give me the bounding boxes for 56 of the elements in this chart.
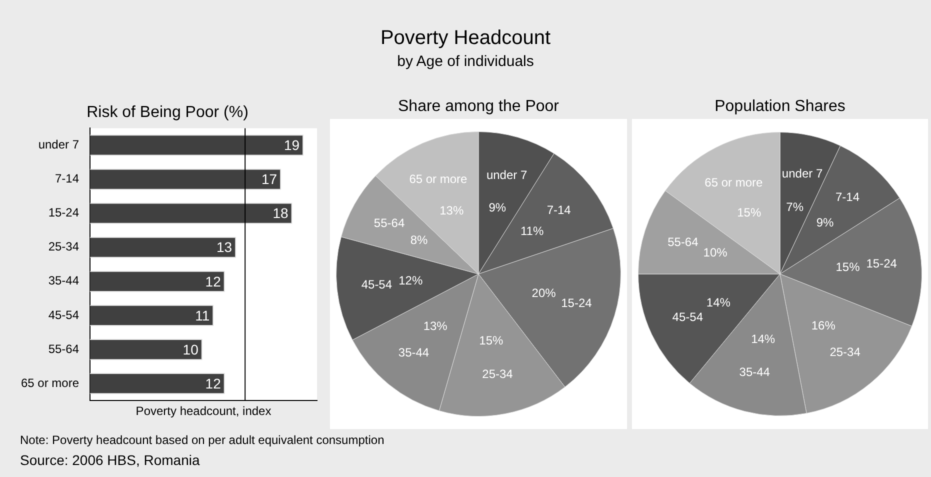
data-label: 12% [398, 274, 423, 288]
y-tick-label: 65 or more [20, 376, 80, 390]
data-label: 8% [410, 232, 428, 247]
slice-label: 65 or more [409, 172, 468, 186]
chart-title: Share among the Poor [397, 97, 560, 117]
slice-label: 55-64 [374, 216, 405, 230]
slice-label: 7-14 [546, 202, 572, 217]
slice-label: under 7 [782, 166, 823, 181]
data-label: 15% [836, 260, 860, 274]
text: Poverty Headcount [379, 27, 552, 50]
chart-title: Risk of Being Poor (%) [86, 104, 248, 122]
data-label: 9% [488, 200, 506, 215]
y-tick-label: 15-24 [48, 206, 80, 220]
slice-label: 35-44 [739, 365, 770, 380]
data-label: 12 [205, 273, 222, 290]
slice-label: 45-54 [672, 310, 704, 324]
slice-label: 65 or more [704, 175, 763, 190]
data-label: 12 [205, 375, 222, 392]
slice-label: 35-44 [398, 346, 430, 360]
text: Note: Poverty headcount based on per adult equivalent consumption [20, 433, 386, 447]
data-label: 10% [703, 245, 728, 260]
slice-label: 45-54 [361, 277, 392, 292]
y-tick-label: 55-64 [48, 342, 80, 356]
slice-label: 25-34 [482, 366, 514, 381]
slice-label: 15-24 [866, 256, 898, 271]
source-note: Source: 2006 HBS, Romania [20, 452, 201, 468]
data-label: 13% [440, 204, 464, 218]
data-label: 14% [751, 332, 776, 346]
y-tick-label: 45-54 [48, 308, 80, 322]
slice-label: 25-34 [830, 344, 861, 359]
data-label: 10 [182, 341, 199, 358]
x-axis-title: Poverty headcount, index [136, 404, 272, 418]
y-tick-label: 7-14 [54, 172, 80, 186]
data-label: 16% [811, 318, 836, 333]
slice-label: 15-24 [561, 296, 592, 310]
slice-label: 7-14 [835, 190, 860, 204]
data-label: 13% [423, 319, 448, 334]
chart-title: Population Shares [714, 97, 846, 117]
slice-label: under 7 [486, 168, 528, 182]
data-label: 15% [479, 333, 504, 348]
data-label: 17 [261, 171, 278, 188]
data-label: 18 [272, 205, 288, 222]
data-label: 13 [216, 239, 232, 256]
data-label: 19 [284, 137, 300, 154]
data-label: 11 [195, 307, 210, 324]
data-label: 11% [520, 224, 544, 238]
data-label: 14% [706, 295, 731, 310]
text: by Age of individuals [396, 53, 535, 70]
data-label: 7% [786, 200, 804, 214]
y-tick-label: under 7 [38, 138, 80, 152]
data-label: 15% [737, 206, 762, 220]
slice-label: 55-64 [668, 234, 699, 249]
y-tick-label: 25-34 [48, 240, 80, 254]
data-label: 9% [816, 215, 834, 230]
y-tick-label: 35-44 [48, 274, 80, 288]
data-label: 20% [532, 286, 556, 300]
